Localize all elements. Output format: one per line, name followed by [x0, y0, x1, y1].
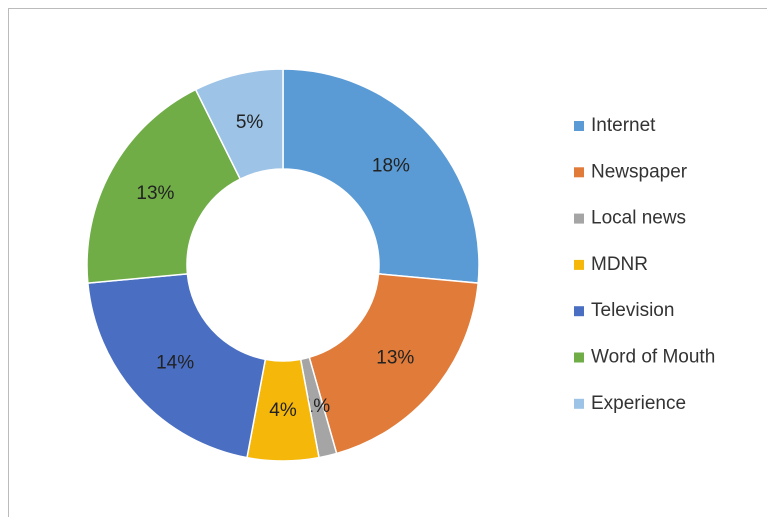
- legend-swatch: [574, 352, 584, 363]
- legend-label: Internet: [591, 115, 656, 136]
- legend-swatch: [574, 213, 584, 224]
- data-label: 13%: [136, 183, 174, 204]
- legend-label: Television: [591, 300, 674, 321]
- donut-slice: [282, 68, 480, 284]
- legend-label: Newspaper: [591, 161, 688, 182]
- legend-swatch: [574, 259, 584, 270]
- data-label: 14%: [156, 352, 194, 373]
- data-label: 4%: [269, 400, 297, 421]
- legend-swatch: [574, 167, 584, 178]
- legend-label: Experience: [591, 393, 686, 414]
- data-label: 5%: [236, 112, 264, 133]
- data-label: 18%: [372, 156, 410, 177]
- legend-label: Word of Mouth: [591, 347, 715, 368]
- legend-label: MDNR: [591, 254, 648, 275]
- frame: [8, 8, 767, 517]
- donut-slice: [308, 273, 479, 455]
- donut-slice: [87, 273, 267, 459]
- donut-slice: [86, 88, 242, 284]
- donut-slice: [194, 68, 284, 181]
- data-label: 13%: [376, 347, 414, 368]
- legend-swatch: [574, 398, 584, 409]
- legend-swatch: [574, 121, 584, 131]
- legend-label: Local news: [591, 208, 686, 229]
- legend-swatch: [574, 306, 584, 317]
